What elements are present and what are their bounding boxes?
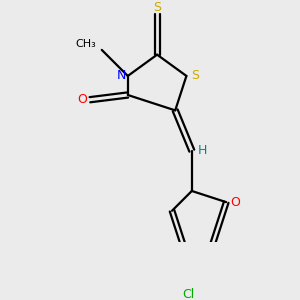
Text: Cl: Cl bbox=[182, 288, 195, 300]
Text: CH₃: CH₃ bbox=[75, 39, 96, 49]
Text: O: O bbox=[77, 93, 87, 106]
Text: H: H bbox=[197, 144, 207, 157]
Text: O: O bbox=[230, 196, 240, 209]
Text: S: S bbox=[153, 1, 161, 14]
Text: N: N bbox=[117, 69, 126, 82]
Text: S: S bbox=[191, 69, 199, 82]
